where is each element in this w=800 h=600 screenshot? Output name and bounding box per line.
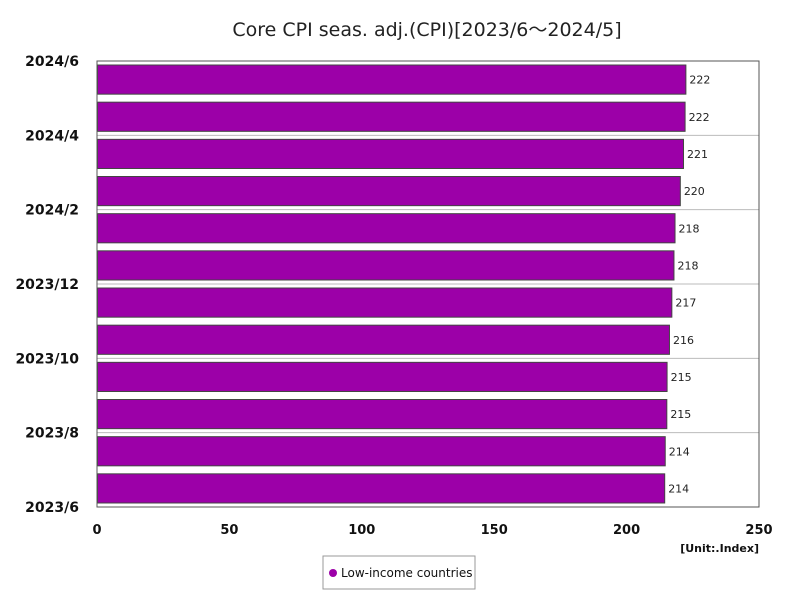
- value-label: 220: [684, 185, 705, 198]
- value-label: 215: [671, 371, 692, 384]
- value-label: 215: [670, 408, 691, 421]
- bar: [97, 436, 666, 467]
- bar: [97, 64, 687, 95]
- value-label: 217: [675, 297, 696, 310]
- value-label: 222: [689, 74, 710, 87]
- y-tick-label: 2023/10: [15, 351, 79, 367]
- bar: [97, 473, 666, 504]
- bar: [97, 399, 668, 430]
- bars: [97, 64, 687, 504]
- bar: [97, 324, 670, 355]
- y-tick-label: 2023/8: [25, 426, 79, 442]
- legend-marker: [329, 569, 337, 577]
- bar: [97, 138, 685, 169]
- y-tick-label: 2024/4: [25, 128, 79, 144]
- y-tick-label: 2023/12: [15, 277, 79, 293]
- bar: [97, 287, 673, 318]
- x-tick-label: 200: [613, 523, 640, 538]
- value-label: 222: [689, 111, 710, 124]
- bar: [97, 250, 675, 281]
- x-tick-label: 50: [220, 523, 238, 538]
- legend-label: Low-income countries: [341, 566, 472, 580]
- value-labels: 214 214 215 215 216 217 218 218 220 221 222 222: [668, 74, 710, 496]
- grid-lines: [97, 134, 759, 434]
- value-label: 216: [673, 334, 694, 347]
- value-label: 214: [668, 482, 689, 495]
- bar: [97, 361, 668, 393]
- x-tick-label: 100: [348, 523, 375, 538]
- chart-title: Core CPI seas. adj.(CPI)[2023/6～2024/5]: [232, 19, 621, 41]
- value-label: 218: [677, 259, 698, 272]
- legend-box: [322, 555, 476, 590]
- x-tick-label: 250: [745, 523, 772, 538]
- plot-frame: [96, 60, 760, 508]
- y-axis-tick-labels: 2024/6 2024/4 2024/2 2023/12 2023/10 2023/8 20…: [15, 54, 79, 516]
- bar: [97, 101, 686, 132]
- bar: [97, 213, 676, 244]
- bar: [97, 176, 681, 207]
- x-tick-label: 150: [481, 523, 508, 538]
- x-axis-tick-labels: 0 50 100 150 200 250: [92, 523, 772, 538]
- value-label: 214: [669, 445, 690, 458]
- x-tick-label: 0: [92, 523, 101, 538]
- unit-label: [Unit:.Index]: [680, 542, 759, 555]
- y-tick-label: 2023/6: [25, 500, 79, 516]
- value-label: 218: [679, 222, 700, 235]
- y-tick-label: 2024/2: [25, 203, 79, 219]
- value-label: 221: [687, 148, 708, 161]
- y-tick-label: 2024/6: [25, 54, 79, 70]
- legend: Low-income countries: [322, 555, 476, 590]
